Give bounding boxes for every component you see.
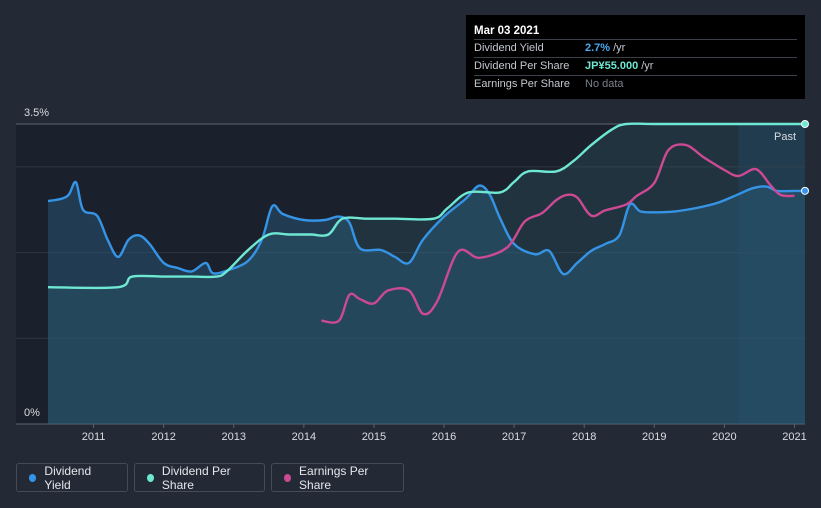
x-tick-label: 2013 bbox=[222, 431, 246, 443]
yield-end-marker bbox=[801, 186, 809, 195]
plot-background bbox=[16, 124, 805, 424]
x-tick-label: 2017 bbox=[502, 431, 526, 443]
tooltip-label: Earnings Per Share bbox=[474, 78, 570, 90]
tooltip-label: Dividend Per Share bbox=[474, 60, 570, 72]
tooltip-value: 2.7% bbox=[585, 42, 611, 54]
tooltip-unit: /yr bbox=[613, 42, 626, 54]
dps-end-marker bbox=[801, 120, 809, 128]
x-tick-label: 2018 bbox=[572, 431, 596, 443]
tooltip-label: Dividend Yield bbox=[474, 42, 544, 54]
past-label: Past bbox=[774, 131, 796, 143]
x-tick-label: 2014 bbox=[292, 431, 316, 443]
tooltip-value: JP¥55.000 bbox=[585, 60, 639, 72]
eps-series-line bbox=[321, 143, 795, 324]
tooltip-row-dividend-per-share: Dividend Per Share JP¥55.000 /yr bbox=[474, 57, 797, 75]
legend-label: Dividend Per Share bbox=[161, 463, 231, 492]
tooltip-row-earnings-per-share: Earnings Per Share No data bbox=[474, 75, 797, 93]
forecast-band bbox=[738, 124, 805, 424]
tooltip-row-dividend-yield: Dividend Yield 2.7% /yr bbox=[474, 39, 797, 57]
x-tick-label: 2021 bbox=[782, 431, 806, 443]
x-tick-label: 2019 bbox=[642, 431, 666, 443]
tooltip-value: No data bbox=[585, 78, 624, 90]
legend-label: Dividend Yield bbox=[44, 463, 92, 492]
legend-dividend-yield[interactable]: Dividend Yield bbox=[16, 463, 128, 492]
x-tick-label: 2020 bbox=[712, 431, 736, 443]
earnings-per-share-dot-icon bbox=[284, 473, 292, 482]
dividend-yield-dot-icon bbox=[29, 473, 37, 482]
yield-series-line bbox=[47, 180, 805, 276]
grid-lines bbox=[16, 123, 805, 425]
tooltip-unit: /yr bbox=[641, 60, 654, 72]
x-tick-label: 2011 bbox=[82, 431, 106, 443]
y-axis-bottom-label: 0% bbox=[24, 407, 40, 419]
dividend-per-share-area bbox=[48, 123, 805, 424]
dividend-per-share-dot-icon bbox=[147, 473, 154, 482]
chart-tooltip: Mar 03 2021 Dividend Yield 2.7% /yr Divi… bbox=[466, 15, 805, 99]
x-tick-label: 2016 bbox=[432, 431, 456, 443]
dividend-yield-area bbox=[48, 181, 805, 424]
legend-dividend-per-share[interactable]: Dividend Per Share bbox=[134, 463, 265, 492]
y-axis-top-label: 3.5% bbox=[24, 107, 49, 119]
dps-series-line bbox=[47, 122, 805, 290]
legend-label: Earnings Per Share bbox=[299, 463, 369, 492]
legend-earnings-per-share[interactable]: Earnings Per Share bbox=[271, 463, 404, 492]
tooltip-date: Mar 03 2021 bbox=[474, 25, 540, 37]
x-tick-label: 2012 bbox=[151, 431, 175, 443]
x-tick-label: 2015 bbox=[362, 431, 386, 443]
